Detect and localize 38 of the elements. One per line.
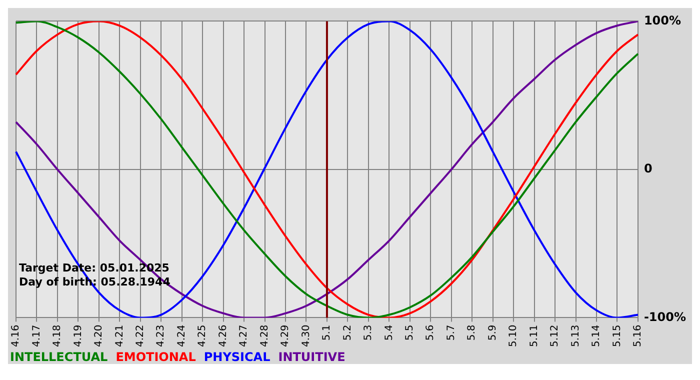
- x-tick-label: 5.4: [384, 324, 395, 341]
- x-tick-label: 4.21: [114, 324, 126, 347]
- x-tick-label: 5.13: [570, 324, 582, 347]
- text: EMOTIONAL: [116, 350, 196, 364]
- x-tick-label: 4.22: [134, 324, 146, 347]
- y-tick-label: -100%: [644, 310, 686, 324]
- x-tick-label: 5.8: [466, 324, 478, 341]
- y-tick-label: 100%: [644, 13, 682, 28]
- x-tick-label: 5.9: [487, 324, 498, 341]
- x-tick-label: 5.12: [550, 324, 561, 347]
- x-tick-label: 5.7: [446, 324, 457, 341]
- x-tick-label: 5.2: [342, 324, 354, 341]
- x-tick-label: 4.20: [94, 324, 105, 347]
- text: INTUITIVE: [278, 350, 346, 364]
- x-tick-label: 5.16: [632, 324, 644, 347]
- x-tick-label: 5.6: [425, 324, 436, 341]
- x-tick-label: 4.28: [259, 324, 270, 347]
- x-tick-label: 5.3: [363, 324, 374, 341]
- x-tick-label: 4.27: [238, 324, 250, 347]
- x-tick-label: 4.29: [280, 324, 292, 347]
- x-tick-label: 5.5: [404, 324, 416, 341]
- x-tick-label: 5.15: [612, 324, 623, 347]
- x-tick-label: 5.14: [591, 324, 602, 347]
- text: INTELLECTUAL: [10, 350, 108, 364]
- x-tick-label: 4.18: [52, 324, 64, 347]
- x-tick-label: 4.19: [72, 324, 84, 347]
- y-tick-label: 0: [644, 162, 652, 176]
- x-tick-label: 4.23: [156, 324, 167, 347]
- x-tick-label: 5.10: [508, 324, 520, 347]
- x-tick-label: 4.24: [176, 324, 188, 347]
- x-tick-label: 4.25: [197, 324, 208, 347]
- x-tick-label: 4.26: [218, 324, 229, 347]
- x-tick-label: 4.30: [300, 324, 312, 347]
- x-tick-label: 5.1: [322, 324, 333, 341]
- x-tick-label: 4.17: [31, 324, 42, 347]
- text: PHYSICAL: [204, 350, 270, 364]
- x-tick-label: 5.11: [528, 324, 540, 347]
- x-tick-label: 4.16: [10, 324, 22, 347]
